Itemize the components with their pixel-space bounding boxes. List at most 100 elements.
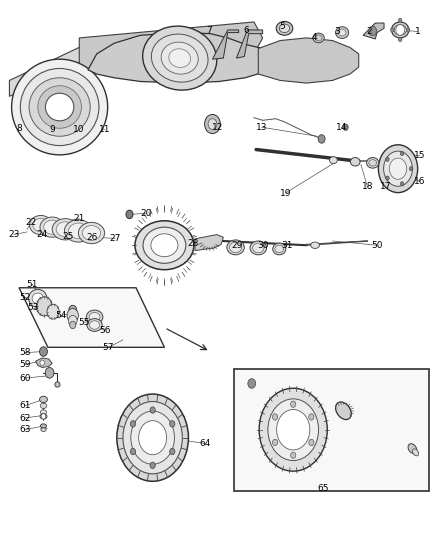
Circle shape: [70, 321, 76, 329]
Ellipse shape: [408, 443, 417, 454]
Ellipse shape: [135, 221, 194, 270]
Ellipse shape: [311, 242, 319, 248]
Ellipse shape: [230, 242, 242, 253]
Ellipse shape: [89, 312, 100, 321]
Circle shape: [272, 439, 278, 446]
Circle shape: [117, 394, 188, 481]
Circle shape: [406, 28, 410, 32]
Text: 16: 16: [414, 177, 426, 186]
Ellipse shape: [40, 410, 46, 415]
Polygon shape: [10, 43, 88, 96]
Text: 14: 14: [336, 123, 348, 132]
Text: 58: 58: [19, 348, 31, 357]
Circle shape: [41, 414, 46, 419]
Ellipse shape: [275, 245, 284, 253]
Ellipse shape: [28, 289, 47, 308]
Ellipse shape: [338, 29, 346, 36]
Circle shape: [47, 304, 59, 319]
Text: 5: 5: [279, 22, 285, 31]
Text: 59: 59: [19, 360, 31, 369]
Circle shape: [396, 25, 405, 35]
Circle shape: [150, 407, 155, 413]
Ellipse shape: [82, 225, 101, 240]
Circle shape: [139, 421, 166, 455]
Ellipse shape: [136, 221, 193, 269]
Circle shape: [170, 448, 175, 455]
Text: 29: 29: [232, 241, 243, 250]
Circle shape: [126, 210, 133, 219]
Ellipse shape: [44, 220, 61, 234]
Text: 19: 19: [279, 189, 291, 198]
Circle shape: [205, 115, 220, 134]
Text: 12: 12: [212, 123, 224, 132]
Circle shape: [272, 414, 278, 420]
Circle shape: [309, 414, 314, 420]
Text: 20: 20: [140, 209, 152, 218]
Ellipse shape: [12, 59, 108, 155]
Text: 30: 30: [257, 241, 268, 250]
Ellipse shape: [144, 228, 185, 263]
Ellipse shape: [78, 222, 105, 244]
Text: 15: 15: [414, 151, 426, 160]
Text: 54: 54: [55, 311, 67, 320]
Ellipse shape: [29, 78, 90, 136]
Ellipse shape: [253, 243, 264, 253]
Circle shape: [268, 399, 318, 461]
Circle shape: [36, 297, 52, 316]
Polygon shape: [258, 38, 359, 83]
Text: 65: 65: [317, 484, 328, 493]
Circle shape: [290, 452, 296, 458]
Text: 60: 60: [19, 374, 31, 383]
Text: 63: 63: [19, 425, 31, 434]
Ellipse shape: [336, 27, 349, 38]
Text: 52: 52: [19, 293, 30, 302]
Ellipse shape: [143, 227, 186, 263]
Text: 2: 2: [367, 27, 372, 36]
Circle shape: [386, 176, 389, 180]
Text: 57: 57: [102, 343, 113, 352]
Circle shape: [208, 119, 217, 130]
Circle shape: [290, 401, 296, 407]
Text: 61: 61: [19, 401, 31, 410]
Ellipse shape: [336, 402, 351, 419]
Polygon shape: [212, 30, 239, 59]
Circle shape: [45, 368, 54, 378]
Polygon shape: [195, 235, 223, 251]
Polygon shape: [79, 22, 263, 70]
Text: 18: 18: [362, 182, 373, 191]
Ellipse shape: [152, 34, 208, 82]
Ellipse shape: [279, 24, 290, 33]
Circle shape: [386, 157, 389, 161]
Text: 22: 22: [26, 219, 37, 228]
Circle shape: [40, 360, 44, 366]
Text: 50: 50: [371, 241, 383, 250]
Ellipse shape: [40, 414, 47, 419]
Circle shape: [384, 151, 413, 186]
Circle shape: [318, 135, 325, 143]
Ellipse shape: [38, 86, 81, 128]
Circle shape: [68, 316, 77, 326]
Circle shape: [391, 28, 394, 32]
Text: 31: 31: [281, 241, 293, 250]
Polygon shape: [19, 288, 164, 348]
Ellipse shape: [143, 26, 217, 90]
Circle shape: [131, 421, 136, 427]
Circle shape: [400, 151, 404, 156]
Circle shape: [343, 124, 348, 131]
Circle shape: [131, 411, 174, 464]
Text: 27: 27: [110, 234, 121, 243]
Polygon shape: [88, 33, 272, 83]
Polygon shape: [35, 358, 52, 368]
Circle shape: [39, 347, 47, 357]
Ellipse shape: [273, 243, 286, 255]
Text: 9: 9: [49, 125, 55, 134]
Ellipse shape: [276, 21, 293, 35]
Text: 53: 53: [28, 303, 39, 312]
Ellipse shape: [41, 428, 46, 432]
Ellipse shape: [29, 215, 52, 235]
Circle shape: [69, 305, 77, 315]
Ellipse shape: [169, 49, 191, 68]
Text: 25: 25: [63, 232, 74, 241]
Circle shape: [410, 166, 413, 171]
Text: 64: 64: [199, 439, 211, 448]
